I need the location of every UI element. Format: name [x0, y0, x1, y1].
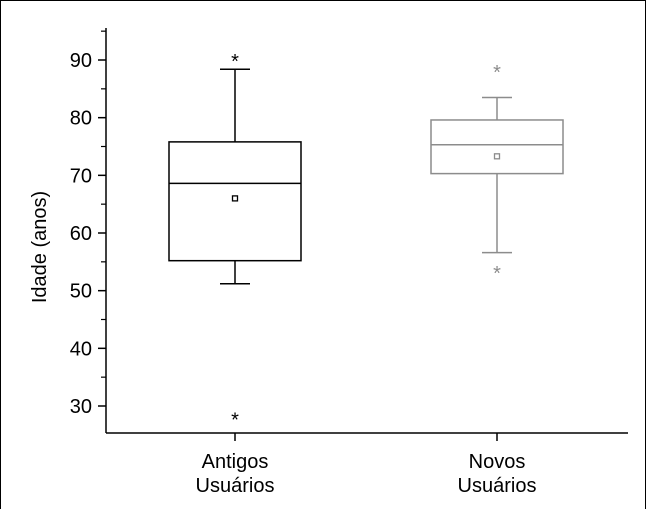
x-tick-label: Usuários: [458, 475, 537, 497]
outlier-marker: *: [493, 263, 501, 285]
iqr-box: [168, 141, 302, 262]
iqr-box: [430, 119, 564, 175]
y-ticks: 30 40 50 60 70 80 90: [70, 30, 106, 418]
y-tick-label: 70: [70, 165, 92, 187]
x-tick-label: Antigos: [202, 451, 269, 473]
x-tick-label: Novos: [469, 451, 526, 473]
mean-marker: [231, 195, 239, 202]
box-plots: ****: [168, 51, 564, 432]
outlier-marker: *: [493, 62, 501, 84]
y-tick-label: 30: [70, 396, 92, 418]
x-tick-label: Usuários: [196, 475, 275, 497]
y-axis-label: Idade (anos): [29, 191, 51, 303]
box-plot-2: **: [430, 62, 564, 285]
y-tick-label: 50: [70, 281, 92, 303]
y-tick-label: 80: [70, 108, 92, 130]
y-tick-label: 40: [70, 338, 92, 360]
y-tick-label: 60: [70, 223, 92, 245]
mean-marker: [493, 153, 501, 160]
outlier-marker: *: [231, 410, 239, 432]
y-tick-label: 90: [70, 50, 92, 72]
box-plot-1: **: [168, 51, 302, 432]
outlier-marker: *: [231, 51, 239, 73]
